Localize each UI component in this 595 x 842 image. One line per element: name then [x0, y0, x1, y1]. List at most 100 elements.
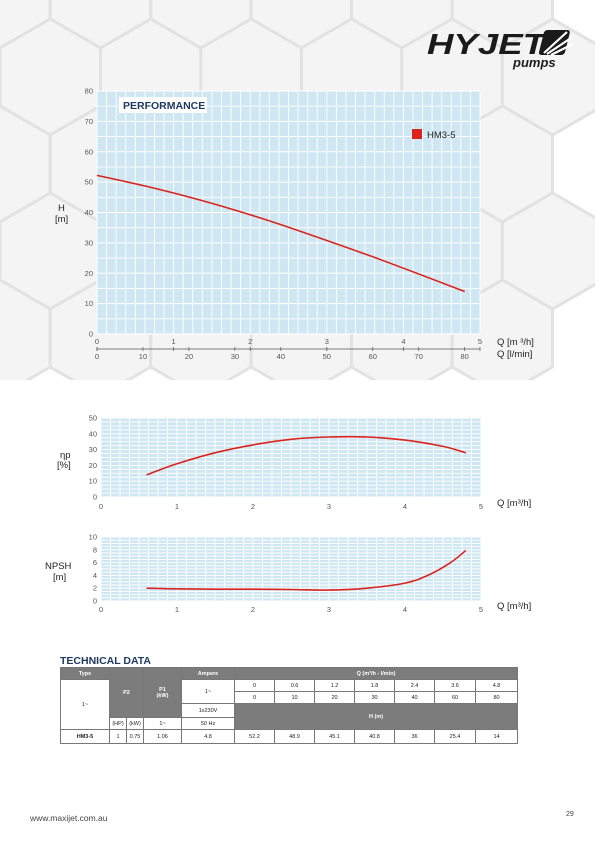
phase-amp-cell: 1~: [181, 679, 236, 704]
phase-cell: 1~: [60, 679, 110, 730]
x-axis-label: Q [m ³/h]: [497, 337, 534, 348]
y-tick-label: 30: [85, 238, 93, 247]
y-tick-label: 50: [85, 178, 93, 187]
x-tick-label: 5: [478, 337, 482, 346]
y-tick-label: 30: [89, 445, 97, 454]
legend-swatch: [412, 129, 422, 139]
amp-cell: 4.8: [181, 729, 236, 744]
page-number: 29: [566, 811, 574, 818]
x-tick-label: 5: [479, 605, 483, 614]
q-m3h-cell: 3.6: [434, 679, 477, 692]
grid: [100, 536, 482, 602]
table-row: 1x230V H (m): [61, 703, 519, 730]
h-cell: 40.8: [354, 729, 396, 744]
x2-tick-label: 10: [139, 352, 147, 361]
h-cell: 52.2: [234, 729, 276, 744]
hexagon-shape: [0, 0, 52, 50]
x-tick-label: 0: [99, 502, 103, 511]
p1-cell: 1.06: [143, 729, 183, 744]
technical-data-title: TECHNICAL DATA: [60, 655, 151, 667]
series-line-hm3-5: [96, 174, 465, 293]
technical-data-table: Type P2 P1 (kW) Ampere Q (m³/h - l/min) …: [60, 667, 519, 744]
p1-header: P1 (kW): [143, 667, 183, 718]
brand-name: HYJET: [427, 29, 548, 61]
p2-header: P2: [108, 667, 145, 718]
voltage-cell: 1x230V: [181, 703, 236, 718]
y-tick-label: 40: [85, 208, 93, 217]
x2-tick-label: 40: [277, 352, 285, 361]
table-row: 0 10 20 30 40 60 80: [61, 691, 519, 704]
x2-tick-label: 50: [323, 352, 331, 361]
y-tick-label: 0: [93, 597, 97, 606]
title-box: [119, 97, 207, 113]
phase-unit: 1~: [143, 717, 183, 730]
q-m3h-cell: 1.8: [354, 679, 396, 692]
x2-tick-label: 0: [95, 352, 99, 361]
x-tick-label: 1: [175, 502, 179, 511]
q-m3h-cell: 0: [234, 679, 276, 692]
y-tick-label: 4: [93, 571, 97, 580]
table-row: (HP) (kW) 1~ 50 Hz: [61, 717, 518, 730]
freq-cell: 50 Hz: [181, 717, 236, 730]
x-tick-label: 2: [251, 605, 255, 614]
y-tick-label: 0: [89, 330, 93, 339]
brand-sub: pumps: [512, 55, 556, 70]
q-m3h-cell: 4.8: [475, 679, 519, 692]
h-cell: 25.4: [434, 729, 477, 744]
x-axis-label: Q [m³/h]: [497, 601, 531, 612]
q-m3h-cell: 0.6: [274, 679, 316, 692]
x-tick-label: 0: [99, 605, 103, 614]
q-header: Q (m³/h - l/min): [234, 667, 519, 680]
y-tick-label: 8: [93, 545, 97, 554]
q-lmin-cell: 20: [314, 691, 356, 704]
tick-labels: 0 2 4 6 8 10 0 1 2 3 4 5: [89, 533, 483, 615]
q-m3h-cell: 2.4: [394, 679, 436, 692]
y-tick-label: 70: [85, 117, 93, 126]
legend-label: HM3-5: [427, 130, 456, 141]
x-tick-label: 4: [403, 605, 407, 614]
y-tick-label: 20: [89, 461, 97, 470]
x2-tick-label: 80: [461, 352, 469, 361]
h-cell: 36: [394, 729, 436, 744]
y-tick-label: 50: [89, 414, 97, 423]
h-cell: 14: [475, 729, 519, 744]
series-line-efficiency: [146, 435, 467, 476]
x-axis-label: Q [m³/h]: [497, 498, 531, 509]
y-tick-label: 2: [93, 584, 97, 593]
x-tick-label: 4: [401, 337, 405, 346]
hyjet-logo: HYJET pumps: [427, 29, 574, 70]
y-tick-label: 10: [89, 477, 97, 486]
x2-axis-label: Q [l/min]: [497, 349, 532, 360]
q-m3h-cell: 1.2: [314, 679, 356, 692]
footer-url[interactable]: www.maxijet.com.au: [30, 813, 108, 823]
x-tick-label: 4: [403, 502, 407, 511]
y-axis-label: H [m]: [55, 203, 68, 225]
hp-unit: (HP): [109, 717, 127, 730]
h-header: H (m): [234, 703, 519, 730]
x-tick-label: 0: [95, 337, 99, 346]
table-row: 1~ 1~ 0 0.6 1.2 1.8 2.4 3.6 4.8: [60, 679, 519, 730]
q-lmin-cell: 60: [434, 691, 477, 704]
y-tick-label: 40: [89, 429, 97, 438]
y-tick-label: 20: [85, 269, 93, 278]
chart-title: PERFORMANCE: [123, 100, 205, 112]
x-tick-label: 1: [175, 605, 179, 614]
y-tick-label: 10: [89, 533, 97, 542]
grid: [100, 417, 482, 498]
x-tick-label: 3: [325, 337, 329, 346]
y-tick-label: 0: [93, 493, 97, 502]
ampere-header: Ampere: [181, 667, 236, 680]
x-tick-label: 1: [172, 337, 176, 346]
x2-tick-label: 60: [369, 352, 377, 361]
h-cell: 45.1: [314, 729, 356, 744]
y-tick-label: 80: [85, 87, 93, 96]
model-cell: HM3-5: [60, 729, 110, 744]
x-tick-label: 3: [327, 502, 331, 511]
h-cell: 48.9: [274, 729, 316, 744]
table-row: Type P2 P1 (kW) Ampere Q (m³/h - l/min): [60, 667, 519, 718]
x-tick-label: 2: [248, 337, 252, 346]
